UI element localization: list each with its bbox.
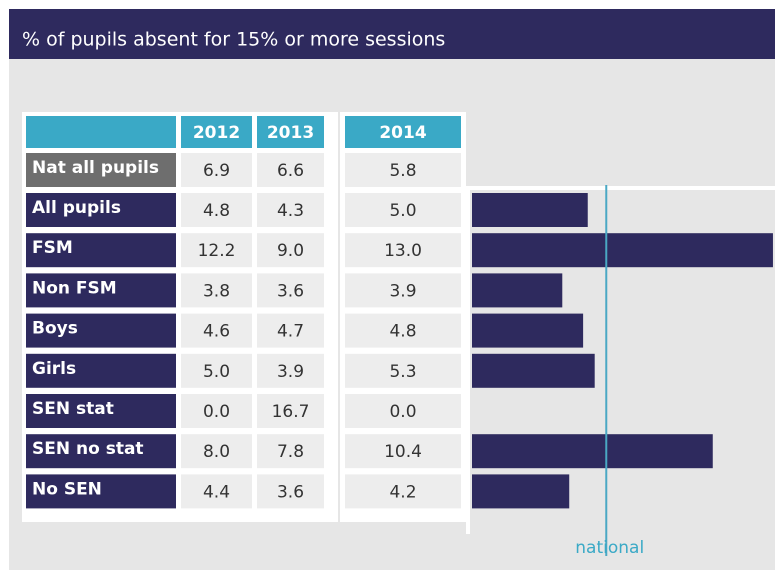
value: 3.6 (277, 482, 304, 502)
value: 7.8 (277, 442, 304, 462)
value-cell (181, 434, 252, 469)
value-cell (181, 394, 252, 428)
value-cell (345, 233, 461, 268)
row-label-cell (26, 434, 176, 469)
value-cell (257, 313, 324, 348)
value: 4.8 (203, 201, 230, 221)
value-cell (345, 153, 461, 187)
bar (472, 434, 713, 469)
value: 8.0 (203, 442, 230, 462)
row-label: No SEN (32, 479, 102, 499)
divider (466, 186, 470, 534)
value: 6.9 (203, 161, 230, 181)
row-label: All pupils (32, 198, 121, 218)
value-cell (345, 273, 461, 308)
row-label-cell (26, 474, 176, 509)
bar (472, 273, 563, 308)
value: 10.4 (384, 442, 422, 462)
value: 5.8 (389, 161, 416, 181)
value-cell (345, 313, 461, 348)
row-label: SEN stat (32, 399, 114, 419)
value: 6.6 (277, 161, 304, 181)
header-bar (9, 9, 775, 59)
bar (472, 193, 588, 227)
value: 5.3 (389, 362, 416, 382)
row-label-cell (26, 233, 176, 268)
value: 4.3 (277, 201, 304, 221)
value: 4.6 (203, 322, 230, 342)
value-cell (257, 353, 324, 388)
bar (472, 233, 773, 268)
national-label: national (575, 538, 644, 558)
value: 3.9 (389, 281, 416, 301)
value: 5.0 (203, 362, 230, 382)
row-label: FSM (32, 238, 73, 258)
value-cell (257, 273, 324, 308)
column-header: 2013 (267, 123, 314, 143)
row-label-cell (26, 273, 176, 308)
divider (466, 186, 775, 190)
value: 5.0 (389, 201, 416, 221)
value: 3.6 (277, 281, 304, 301)
value-cell (181, 313, 252, 348)
value-cell (345, 353, 461, 388)
title: % of pupils absent for 15% or more sessi… (22, 29, 445, 51)
value-cell (181, 153, 252, 187)
value-cell (257, 233, 324, 268)
row-label-cell (26, 394, 176, 428)
value-cell (345, 193, 461, 227)
value: 12.2 (198, 241, 236, 261)
value: 9.0 (277, 241, 304, 261)
bar (472, 474, 570, 509)
column-header: 2014 (379, 123, 426, 143)
value-cell (181, 474, 252, 509)
value-cell (181, 353, 252, 388)
value-cell (257, 474, 324, 509)
value-cell (257, 153, 324, 187)
row-label-cell (26, 313, 176, 348)
value: 3.9 (277, 362, 304, 382)
row-label-cell (26, 353, 176, 388)
bar (472, 353, 595, 388)
row-label: Nat all pupils (32, 158, 159, 178)
row-label-cell (26, 193, 176, 227)
value-cell (181, 193, 252, 227)
value: 3.8 (203, 281, 230, 301)
value-cell (257, 193, 324, 227)
value: 16.7 (272, 402, 310, 422)
value-cell (181, 273, 252, 308)
header-cell (257, 116, 324, 148)
value-cell (257, 434, 324, 469)
value: 0.0 (203, 402, 230, 422)
header-cell (181, 116, 252, 148)
value: 4.7 (277, 322, 304, 342)
row-label: SEN no stat (32, 439, 144, 459)
value: 13.0 (384, 241, 422, 261)
row-label-cell (26, 153, 176, 187)
value-cell (257, 394, 324, 428)
bar (472, 313, 584, 348)
value-cell (345, 394, 461, 428)
row-label: Boys (32, 319, 78, 339)
value: 0.0 (389, 402, 416, 422)
value-cell (181, 233, 252, 268)
value: 4.4 (203, 482, 230, 502)
row-label: Girls (32, 359, 76, 379)
header-cell (26, 116, 176, 148)
value: 4.2 (389, 482, 416, 502)
value-cell (345, 434, 461, 469)
row-label: Non FSM (32, 278, 117, 298)
header-cell (345, 116, 461, 148)
value-cell (345, 474, 461, 509)
column-header: 2012 (193, 123, 240, 143)
value: 4.8 (389, 322, 416, 342)
